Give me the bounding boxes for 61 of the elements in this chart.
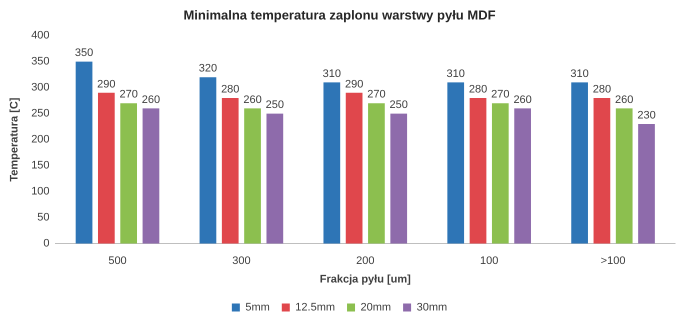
y-axis-title: Temperatura [C] xyxy=(8,97,21,182)
bar xyxy=(571,82,588,244)
data-label: 320 xyxy=(198,62,218,75)
x-axis-title: Frakcja pyłu [um] xyxy=(320,273,412,286)
y-tick-label: 100 xyxy=(31,186,50,198)
x-tick-label: 500 xyxy=(108,255,127,268)
bar xyxy=(616,108,633,244)
y-tick-label: 400 xyxy=(31,30,50,42)
data-label: 260 xyxy=(615,94,634,106)
bar xyxy=(368,103,385,244)
bar xyxy=(244,108,261,244)
data-label: 350 xyxy=(74,47,94,60)
data-label: 280 xyxy=(221,84,240,96)
y-tick-label: 200 xyxy=(31,134,50,146)
bar xyxy=(222,98,239,244)
bar xyxy=(492,103,509,244)
data-label: 270 xyxy=(119,88,138,101)
y-tick-label: 250 xyxy=(31,108,50,120)
data-label: 230 xyxy=(637,110,656,122)
data-label: 250 xyxy=(266,99,284,112)
bar xyxy=(76,62,92,244)
data-label: 310 xyxy=(570,68,589,80)
data-label: 250 xyxy=(390,99,408,112)
bar xyxy=(594,98,610,244)
bar xyxy=(98,92,115,244)
bar xyxy=(638,124,655,244)
chart-title: Minimalna temperatura zaplonu warstwy pyłu MDF xyxy=(183,7,496,22)
data-label: 270 xyxy=(491,88,510,101)
y-tick-label: 150 xyxy=(31,160,50,172)
data-label: 310 xyxy=(322,68,342,80)
y-tick-label: 0 xyxy=(43,238,50,250)
bar xyxy=(266,114,284,244)
data-label: 260 xyxy=(513,94,532,106)
bar xyxy=(142,108,160,244)
data-label: 280 xyxy=(468,84,488,96)
data-label: 280 xyxy=(592,84,612,96)
bar xyxy=(470,98,486,244)
y-tick-label: 300 xyxy=(31,82,50,94)
bar xyxy=(200,77,216,244)
legend-label: 5mm xyxy=(245,302,270,314)
x-tick-label: 100 xyxy=(480,255,498,268)
data-label: 290 xyxy=(97,78,116,90)
data-label: 260 xyxy=(142,94,160,106)
x-tick-label: 200 xyxy=(356,255,374,268)
bar xyxy=(390,114,408,244)
data-label: 290 xyxy=(344,78,364,90)
data-label: 310 xyxy=(446,68,465,80)
legend-label: 12.5mm xyxy=(295,302,336,314)
bar xyxy=(514,108,531,244)
bar xyxy=(447,82,464,244)
bar xyxy=(120,103,138,244)
x-tick-label: >100 xyxy=(600,255,626,268)
bar xyxy=(323,82,340,244)
y-tick-label: 350 xyxy=(31,56,50,68)
data-label: 270 xyxy=(367,88,386,101)
y-tick-label: 50 xyxy=(37,212,50,224)
bar xyxy=(346,92,362,244)
legend-label: 30mm xyxy=(416,302,448,314)
legend-label: 20mm xyxy=(360,302,392,314)
x-tick-label: 300 xyxy=(232,255,251,268)
data-label: 260 xyxy=(243,94,262,106)
